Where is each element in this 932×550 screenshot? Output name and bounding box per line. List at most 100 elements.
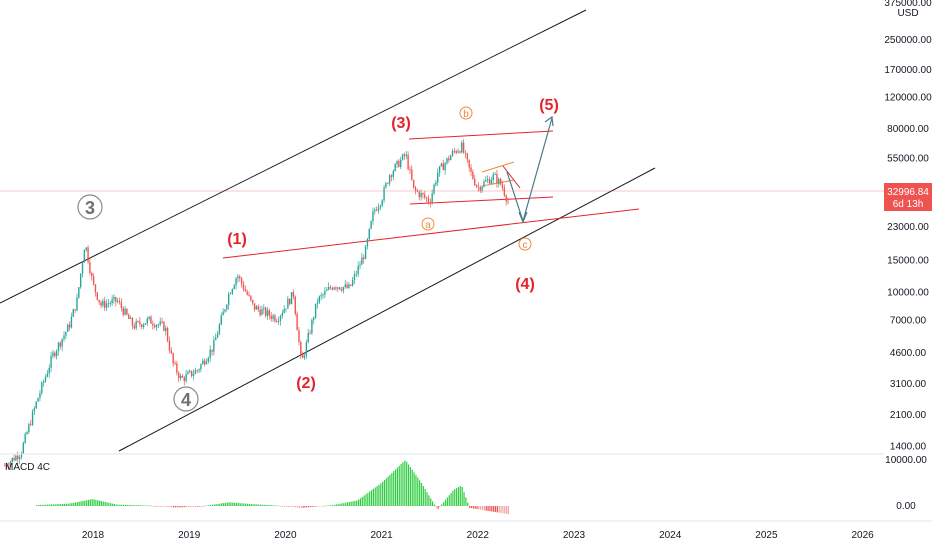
candle-body (209, 349, 211, 358)
macd-bar (391, 472, 393, 506)
candle (279, 314, 282, 326)
flat-lower-line[interactable] (409, 196, 554, 205)
macd-bar (352, 501, 354, 506)
channel-upper-line[interactable] (0, 9, 587, 304)
candle-body (462, 142, 465, 153)
candle (357, 261, 359, 278)
price-axis-tick: 2100.00 (890, 410, 927, 421)
macd-bar (198, 506, 201, 507)
candle-body (105, 303, 108, 308)
candle (42, 379, 45, 387)
macd-bar (63, 503, 66, 506)
macd-bar (259, 504, 262, 506)
candle (287, 295, 289, 309)
candle-body (44, 376, 47, 382)
candle-body (172, 353, 174, 364)
triangle-lower-line[interactable] (481, 179, 515, 187)
candle (281, 309, 284, 319)
candle-body (240, 278, 243, 284)
candle (309, 329, 311, 335)
macd-bar (156, 506, 158, 507)
candle-body (67, 324, 69, 332)
candle (4, 462, 6, 467)
macd-bar (243, 503, 245, 506)
candle-body (205, 361, 208, 365)
candle (150, 314, 152, 324)
macd-bar (428, 495, 430, 506)
candle-body (237, 276, 239, 279)
candle-body (501, 184, 504, 188)
candle (377, 203, 380, 214)
candle (409, 166, 411, 175)
candle (400, 156, 402, 170)
flat-upper-line[interactable] (408, 130, 554, 140)
candle (298, 327, 300, 346)
candle (111, 295, 113, 306)
candle-body (418, 191, 420, 198)
candle (142, 322, 145, 330)
candle-body (226, 304, 228, 310)
candle-body (113, 296, 115, 300)
candle (13, 454, 15, 462)
candle (472, 169, 474, 180)
macd-bar (141, 505, 143, 506)
macd-bar (296, 506, 299, 508)
macd-bar (337, 504, 339, 506)
candle-body (211, 349, 213, 352)
price-axis[interactable]: USD 375000.00 250000.00 170000.00 120000.00… (884, 0, 932, 520)
channel-lower-line[interactable] (118, 167, 656, 452)
candle (316, 298, 319, 309)
macd-bar (187, 506, 189, 508)
candle-body (477, 186, 480, 188)
candle-body (353, 274, 356, 280)
wave-label-2: (2) (296, 375, 316, 392)
candle-body (361, 257, 363, 265)
candle (168, 336, 171, 354)
candle (313, 316, 315, 325)
candle (63, 331, 65, 342)
macd-bar (71, 503, 73, 506)
macd-bar (465, 497, 467, 506)
candle (207, 356, 210, 364)
candle (314, 303, 317, 320)
macd-bar (389, 474, 391, 506)
candle-body (202, 360, 204, 365)
candle (46, 370, 49, 378)
triangle-breakdown-line[interactable] (502, 165, 521, 189)
candle-body (152, 323, 154, 326)
macd-bar (52, 504, 54, 506)
time-axis[interactable]: 2018 2019 2020 2021 2022 2023 2024 2025 2026 (0, 520, 932, 541)
candle-body (57, 342, 60, 352)
candle-body (81, 262, 84, 274)
candle (187, 370, 189, 375)
candle (277, 316, 280, 325)
macd-bar (367, 492, 369, 506)
candle-body (213, 340, 215, 352)
macd-bar (206, 505, 208, 507)
candle (146, 316, 148, 326)
macd-bar (89, 499, 91, 506)
candle (448, 155, 450, 163)
macd-bar (86, 500, 88, 506)
macd-bar (313, 506, 315, 507)
macd-bar (333, 504, 336, 506)
candle-body (35, 401, 37, 409)
candle (350, 284, 352, 287)
macd-bar (439, 506, 441, 507)
time-axis-tick: 2018 (82, 530, 105, 541)
candle (420, 189, 422, 201)
macd-bar (483, 506, 485, 511)
candle (390, 174, 393, 182)
macd-bar (320, 506, 323, 507)
triangle-upper-line[interactable] (481, 161, 515, 173)
candle-body (368, 228, 370, 240)
macd-bar (160, 506, 162, 507)
candle (163, 320, 165, 332)
macd-bar (274, 505, 276, 506)
candle (72, 308, 74, 317)
candle-body (486, 179, 489, 181)
candle-body (48, 367, 50, 374)
candle (461, 140, 463, 154)
wave-1-4-trendline[interactable] (222, 208, 640, 259)
